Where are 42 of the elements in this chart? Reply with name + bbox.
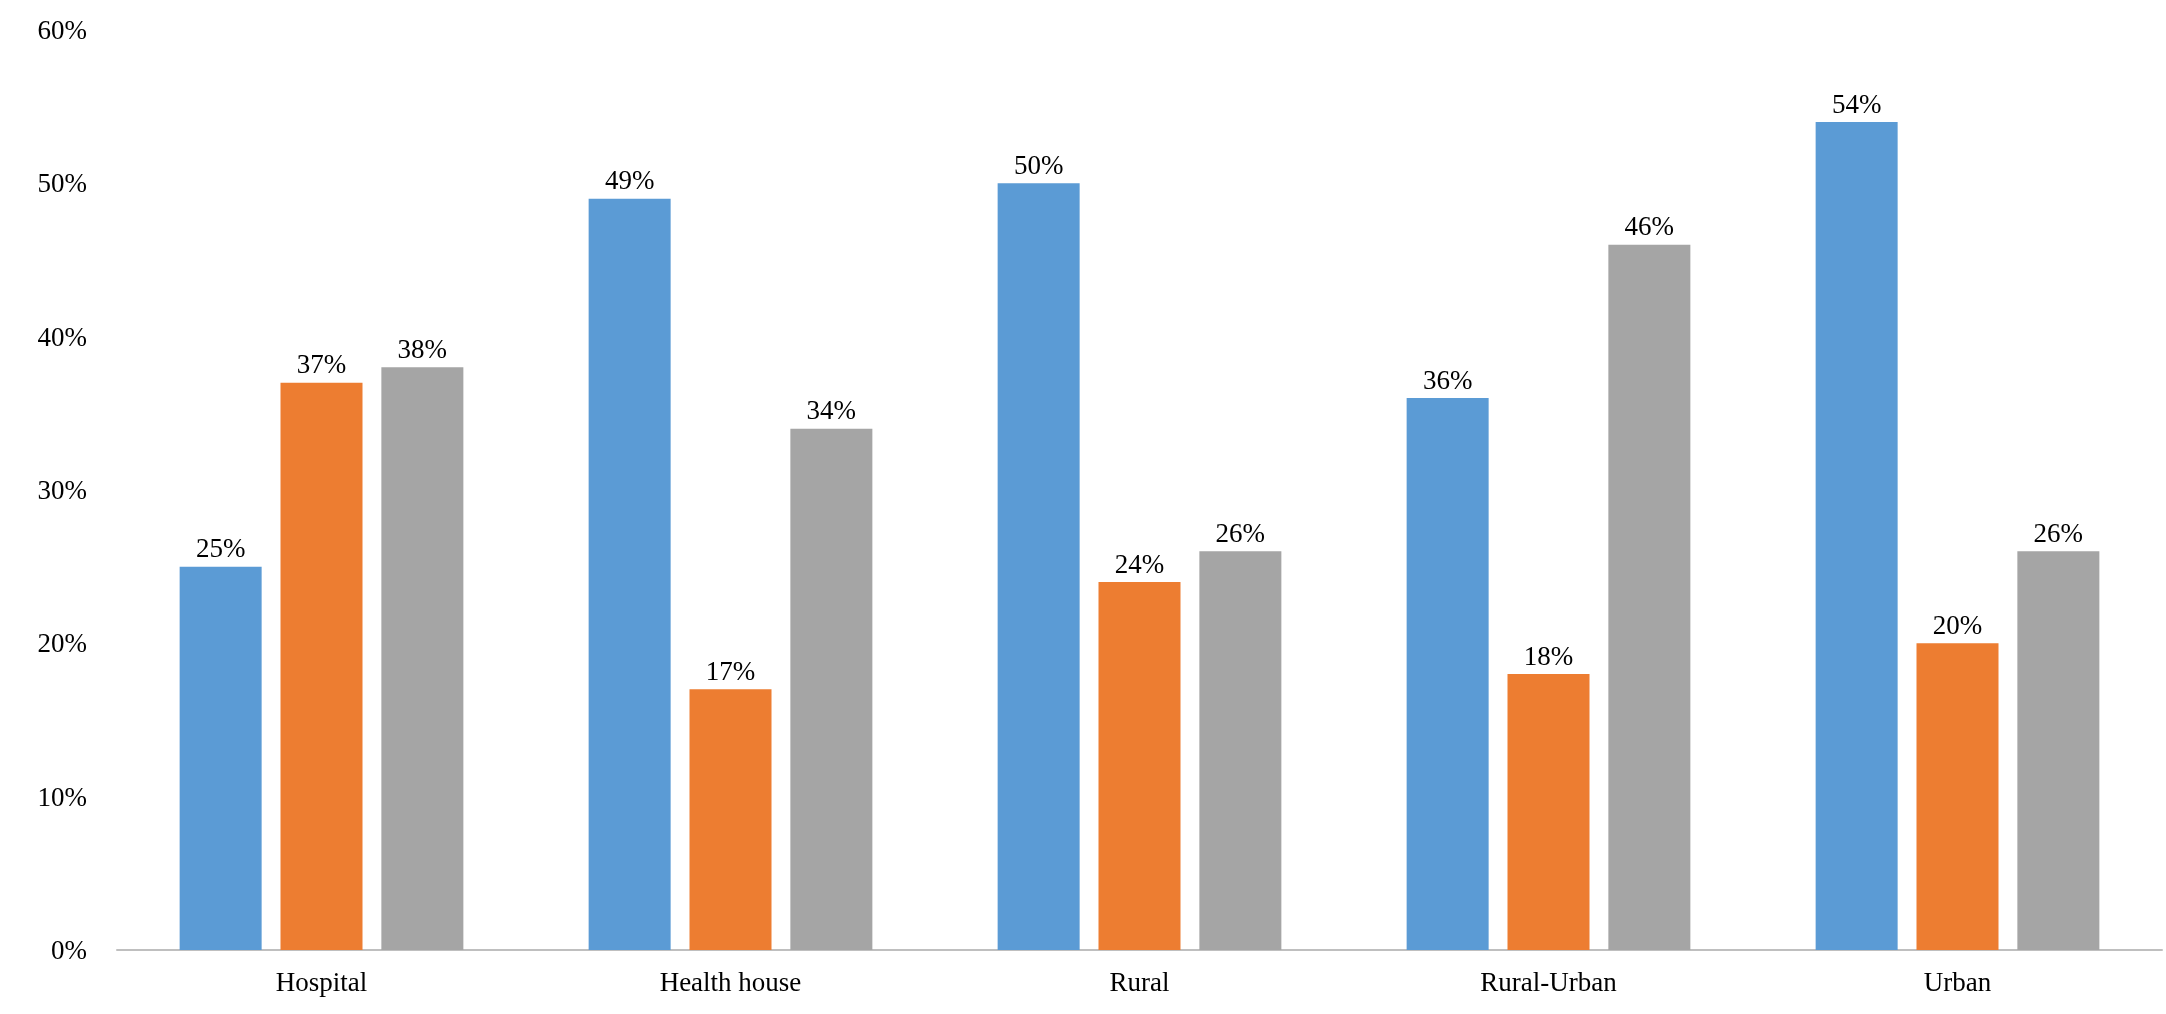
y-tick-label: 20% xyxy=(37,628,87,659)
bar xyxy=(689,689,772,950)
x-tick-label: Hospital xyxy=(275,966,368,997)
y-tick-label: 30% xyxy=(37,475,87,505)
y-tick-label: 60% xyxy=(37,15,87,45)
x-tick-label: Health house xyxy=(659,966,802,997)
data-label: 34% xyxy=(806,395,857,426)
bar xyxy=(381,367,464,950)
bar xyxy=(1815,122,1898,950)
bar xyxy=(1608,244,1691,950)
bar xyxy=(790,428,873,950)
bar xyxy=(1916,643,1999,950)
data-label: 46% xyxy=(1624,211,1675,242)
x-tick-label: Rural xyxy=(1109,966,1170,997)
bar xyxy=(1098,582,1181,950)
data-label: 24% xyxy=(1114,548,1165,579)
x-tick-label: Urban xyxy=(1923,966,1992,997)
data-label: 26% xyxy=(1215,517,1266,548)
y-tick-label: 40% xyxy=(37,321,87,352)
data-label: 50% xyxy=(1013,149,1064,180)
data-label: 18% xyxy=(1523,640,1574,671)
data-label: 37% xyxy=(296,349,347,380)
y-tick-label: 50% xyxy=(37,168,87,199)
data-label: 38% xyxy=(397,333,448,364)
x-tick-label: Rural-Urban xyxy=(1480,966,1618,997)
bar xyxy=(997,183,1080,950)
bar xyxy=(179,566,262,950)
data-label: 20% xyxy=(1932,609,1983,640)
data-label: 49% xyxy=(604,165,655,196)
data-label: 26% xyxy=(2033,517,2084,548)
data-label: 54% xyxy=(1831,88,1882,119)
bar xyxy=(2017,551,2100,950)
bar xyxy=(280,382,363,950)
y-tick-label: 10% xyxy=(37,781,87,812)
bar xyxy=(1199,551,1282,950)
bar xyxy=(588,198,671,950)
data-label: 36% xyxy=(1422,364,1473,395)
y-tick-label: 0% xyxy=(51,935,87,965)
bar xyxy=(1507,674,1590,950)
data-label: 25% xyxy=(195,533,246,564)
data-label: 17% xyxy=(705,655,756,686)
bar xyxy=(1406,398,1489,950)
